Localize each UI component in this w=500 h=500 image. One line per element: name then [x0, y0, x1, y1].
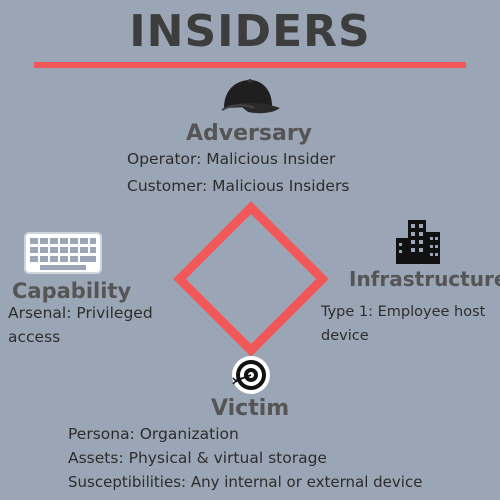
adversary-line-1: Operator: Malicious Insider [127, 150, 336, 168]
adversary-heading: Adversary [186, 121, 313, 146]
capability-line-2: access [8, 328, 61, 346]
capability-line-1: Arsenal: Privileged [8, 304, 153, 322]
victim-line-1: Persona: Organization [68, 425, 239, 443]
victim-line-3: Susceptibilities: Any internal or extern… [68, 473, 423, 491]
page-title: INSIDERS [129, 6, 371, 57]
title-underline [34, 62, 466, 68]
adversary-line-2: Customer: Malicious Insiders [127, 177, 350, 195]
diamond-shape [173, 201, 329, 357]
victim-heading: Victim [211, 396, 290, 421]
victim-line-2: Assets: Physical & virtual storage [68, 449, 327, 467]
keyboard-icon [24, 232, 102, 274]
infrastructure-heading: Infrastructure [349, 267, 500, 291]
infrastructure-line-2: device [321, 328, 369, 344]
infrastructure-line-1: Type 1: Employee host [321, 304, 486, 320]
cap-icon [221, 79, 280, 114]
target-icon [232, 356, 270, 394]
buildings-icon [396, 220, 440, 264]
capability-heading: Capability [12, 279, 132, 303]
